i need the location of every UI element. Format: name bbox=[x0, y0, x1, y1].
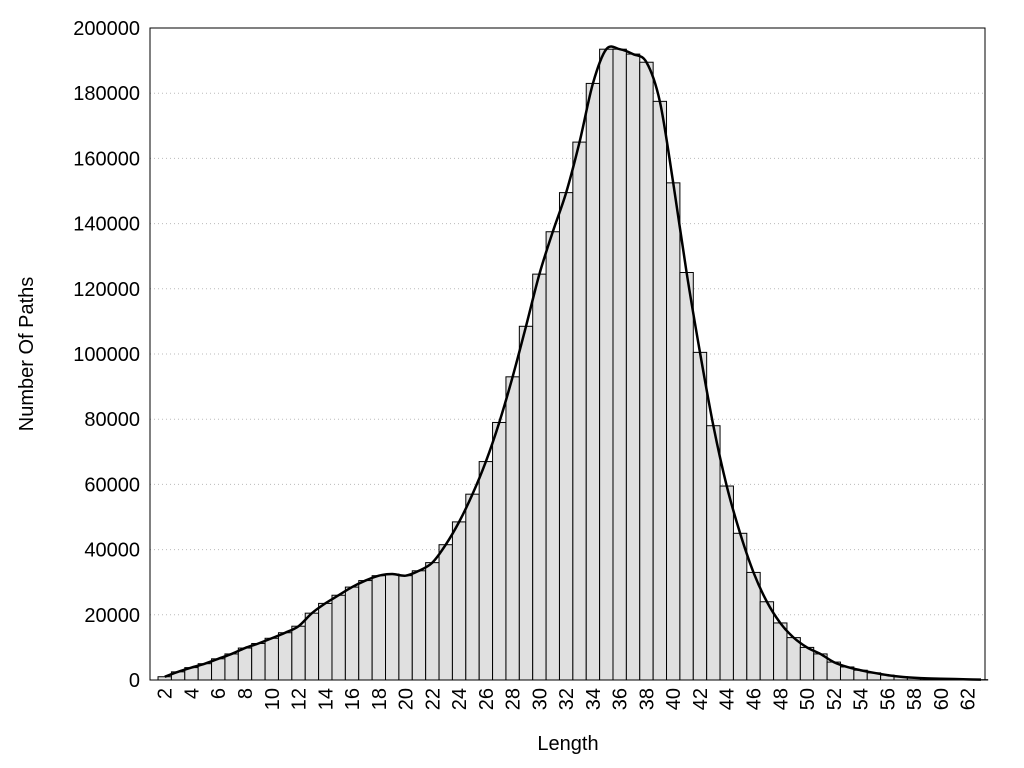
y-tick-label: 40000 bbox=[84, 540, 140, 562]
bar bbox=[492, 421, 507, 681]
y-tick-label: 0 bbox=[129, 670, 140, 692]
bar bbox=[371, 575, 387, 681]
plot-frame bbox=[149, 27, 986, 681]
x-tick-label: 48 bbox=[770, 688, 792, 710]
bar bbox=[398, 575, 413, 681]
bar bbox=[585, 82, 601, 681]
y-tick-label: 80000 bbox=[84, 409, 140, 431]
y-tick-label: 120000 bbox=[73, 279, 140, 301]
x-tick-label: 6 bbox=[208, 688, 230, 699]
bar bbox=[558, 192, 574, 681]
bar bbox=[612, 48, 627, 681]
bar bbox=[237, 647, 253, 681]
bar bbox=[652, 100, 668, 681]
bar bbox=[625, 53, 641, 681]
bar bbox=[478, 461, 494, 681]
x-tick-label: 18 bbox=[369, 688, 391, 710]
y-axis-label: Number Of Paths bbox=[16, 277, 38, 432]
x-tick-label: 36 bbox=[610, 688, 632, 710]
density-curve bbox=[164, 45, 982, 681]
bar bbox=[411, 570, 427, 681]
x-tick-label: 60 bbox=[931, 688, 953, 710]
y-tick-label: 60000 bbox=[84, 474, 140, 496]
y-tick-label: 140000 bbox=[73, 214, 140, 236]
y-tick-label: 160000 bbox=[73, 148, 140, 170]
bar bbox=[344, 586, 360, 681]
x-tick-label: 2 bbox=[155, 688, 177, 699]
x-tick-label: 38 bbox=[636, 688, 658, 710]
x-tick-label: 24 bbox=[449, 688, 471, 710]
x-tick-label: 28 bbox=[503, 688, 525, 710]
bar bbox=[438, 544, 453, 681]
bar bbox=[291, 625, 306, 681]
x-tick-label: 14 bbox=[315, 688, 337, 710]
x-tick-label: 50 bbox=[797, 688, 819, 710]
x-tick-label: 20 bbox=[396, 688, 418, 710]
x-tick-label: 12 bbox=[289, 688, 311, 710]
y-tick-label: 20000 bbox=[84, 605, 140, 627]
bar bbox=[599, 48, 614, 681]
bar bbox=[331, 594, 346, 681]
bar bbox=[639, 61, 654, 681]
x-tick-label: 32 bbox=[556, 688, 578, 710]
x-tick-label: 16 bbox=[342, 688, 364, 710]
bar bbox=[532, 273, 547, 681]
bar bbox=[518, 325, 534, 681]
x-tick-label: 8 bbox=[235, 688, 257, 699]
bar bbox=[304, 612, 320, 681]
x-tick-label: 30 bbox=[529, 688, 551, 710]
bar bbox=[224, 653, 239, 681]
y-tick-label: 180000 bbox=[73, 83, 140, 105]
bar bbox=[692, 351, 708, 681]
bar bbox=[572, 141, 587, 681]
x-tick-label: 42 bbox=[690, 688, 712, 710]
x-tick-label: 34 bbox=[583, 688, 605, 710]
x-tick-label: 58 bbox=[904, 688, 926, 710]
x-tick-label: 26 bbox=[476, 688, 498, 710]
x-axis-label: Length bbox=[537, 733, 598, 755]
bar bbox=[545, 231, 560, 681]
x-tick-label: 22 bbox=[422, 688, 444, 710]
bar bbox=[746, 571, 761, 681]
x-tick-label: 62 bbox=[958, 688, 980, 710]
bar bbox=[425, 562, 440, 681]
bar bbox=[277, 632, 293, 681]
bar bbox=[358, 580, 373, 681]
bar bbox=[451, 521, 467, 681]
y-tick-label: 100000 bbox=[73, 344, 140, 366]
bar bbox=[732, 532, 748, 681]
bar bbox=[719, 485, 734, 681]
x-tick-label: 44 bbox=[717, 688, 739, 710]
bar bbox=[799, 646, 815, 681]
y-tick-label: 200000 bbox=[73, 18, 140, 40]
bar bbox=[211, 658, 226, 681]
x-tick-label: 56 bbox=[877, 688, 899, 710]
bar bbox=[505, 376, 520, 681]
bar bbox=[679, 272, 694, 681]
bar bbox=[706, 425, 721, 681]
bar bbox=[773, 622, 788, 681]
bar bbox=[251, 642, 266, 681]
bar bbox=[385, 573, 400, 681]
x-tick-label: 52 bbox=[824, 688, 846, 710]
x-tick-label: 46 bbox=[744, 688, 766, 710]
x-tick-label: 10 bbox=[262, 688, 284, 710]
bar bbox=[318, 602, 333, 681]
x-tick-label: 40 bbox=[663, 688, 685, 710]
bar bbox=[666, 182, 681, 681]
x-tick-label: 4 bbox=[181, 688, 203, 699]
bar bbox=[786, 637, 801, 681]
bar bbox=[465, 493, 480, 681]
x-tick-label: 54 bbox=[851, 688, 873, 710]
bar bbox=[759, 601, 775, 681]
bar bbox=[264, 637, 279, 681]
